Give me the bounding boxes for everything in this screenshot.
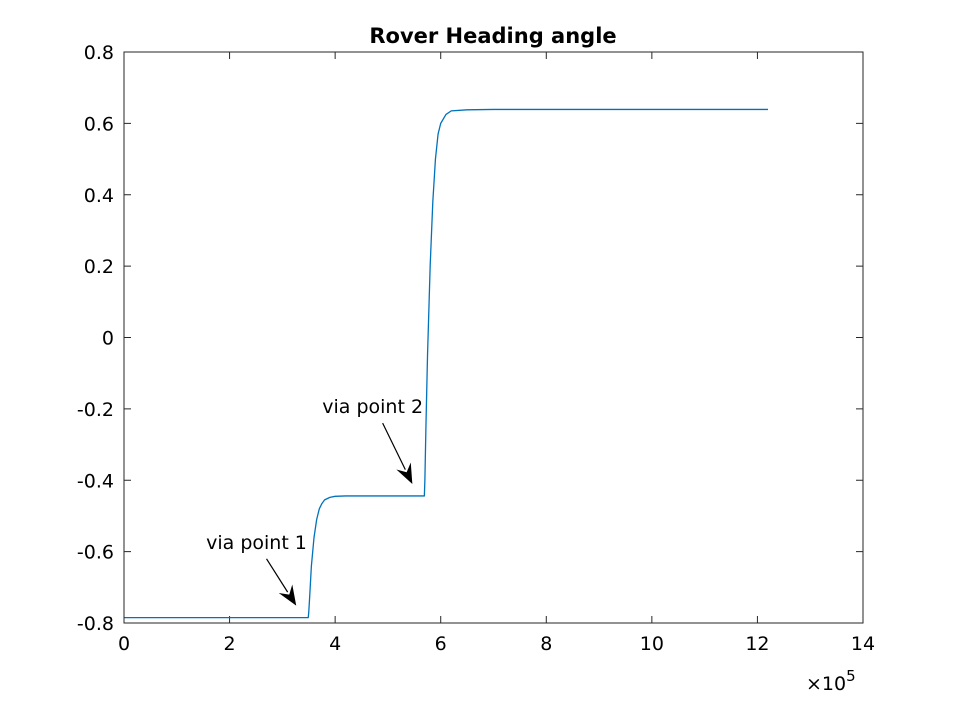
x-tick-label: 4: [329, 633, 341, 655]
series-layer: [124, 108, 768, 619]
annotation-arrow-head: [396, 462, 413, 484]
x-tick-label: 14: [851, 633, 875, 655]
x-tick-label: 0: [118, 633, 130, 655]
plot-box: [123, 51, 864, 624]
axis-tick-labels: 0 2 4 6 8 10 12 14 -0.8 -0.6 -0.4 -0.2 0 0.2 0.4 0.6 0.8: [77, 42, 875, 655]
chart-title: Rover Heading angle: [369, 24, 616, 48]
annotation-label: via point 2: [322, 396, 423, 418]
series-line: [124, 108, 768, 619]
y-tick-label: 0: [102, 328, 114, 350]
y-tick-label: 0.2: [84, 256, 114, 278]
plot-area: [124, 52, 863, 623]
y-tick-label: 0.8: [84, 42, 114, 64]
y-tick-label: 0.4: [84, 185, 114, 207]
x-exponent-label: ×105: [806, 667, 856, 695]
x-tick-label: 8: [540, 633, 552, 655]
y-tick-label: -0.6: [77, 542, 114, 564]
y-tick-label: 0.6: [84, 113, 114, 135]
x-tick-label: 10: [640, 633, 664, 655]
x-tick-label: 6: [435, 633, 447, 655]
annotation-layer: via point 1 via point 2: [206, 396, 423, 606]
annotation-arrow-shaft: [266, 558, 289, 593]
y-tick-label: -0.8: [77, 613, 114, 635]
annotation-label: via point 1: [206, 532, 307, 554]
annotation-arrow-shaft: [382, 422, 406, 470]
x-tick-label: 2: [224, 633, 236, 655]
x-exponent-power: 5: [846, 667, 856, 685]
y-tick-label: -0.4: [77, 470, 114, 492]
x-tick-label: 12: [745, 633, 769, 655]
y-tick-label: -0.2: [77, 399, 114, 421]
annotation-arrow-head: [278, 584, 297, 606]
